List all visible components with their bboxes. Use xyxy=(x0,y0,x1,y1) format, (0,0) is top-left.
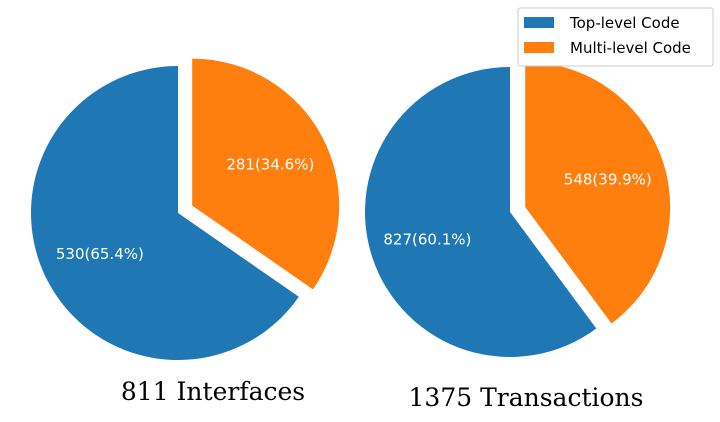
legend: Top-level Code Multi-level Code xyxy=(517,7,714,67)
multi-level-slice xyxy=(525,61,671,324)
top-level-slice-label: 827(60.1%) xyxy=(383,230,471,248)
transactions-caption: 1375 Transactions xyxy=(409,383,644,412)
top-level-slice xyxy=(364,67,597,358)
interfaces-caption: 811 Interfaces xyxy=(121,377,305,406)
interfaces-pie: 281(34.6%) 530(65.4%) xyxy=(31,58,340,360)
legend-box xyxy=(517,7,714,67)
transactions-pie: 548(39.9%) 827(60.1%) xyxy=(364,61,671,358)
multi-level-slice xyxy=(192,58,340,290)
multi-level-slice-label: 281(34.6%) xyxy=(226,156,314,174)
top-level-slice-label: 530(65.4%) xyxy=(56,245,144,263)
multi-level-slice-label: 548(39.9%) xyxy=(564,171,652,189)
legend-label-multi-level: Multi-level Code xyxy=(570,39,691,57)
top-level-slice xyxy=(31,66,299,360)
legend-swatch-multi-level xyxy=(524,42,554,53)
legend-label-top-level: Top-level Code xyxy=(569,14,680,32)
legend-swatch-top-level xyxy=(524,17,554,28)
